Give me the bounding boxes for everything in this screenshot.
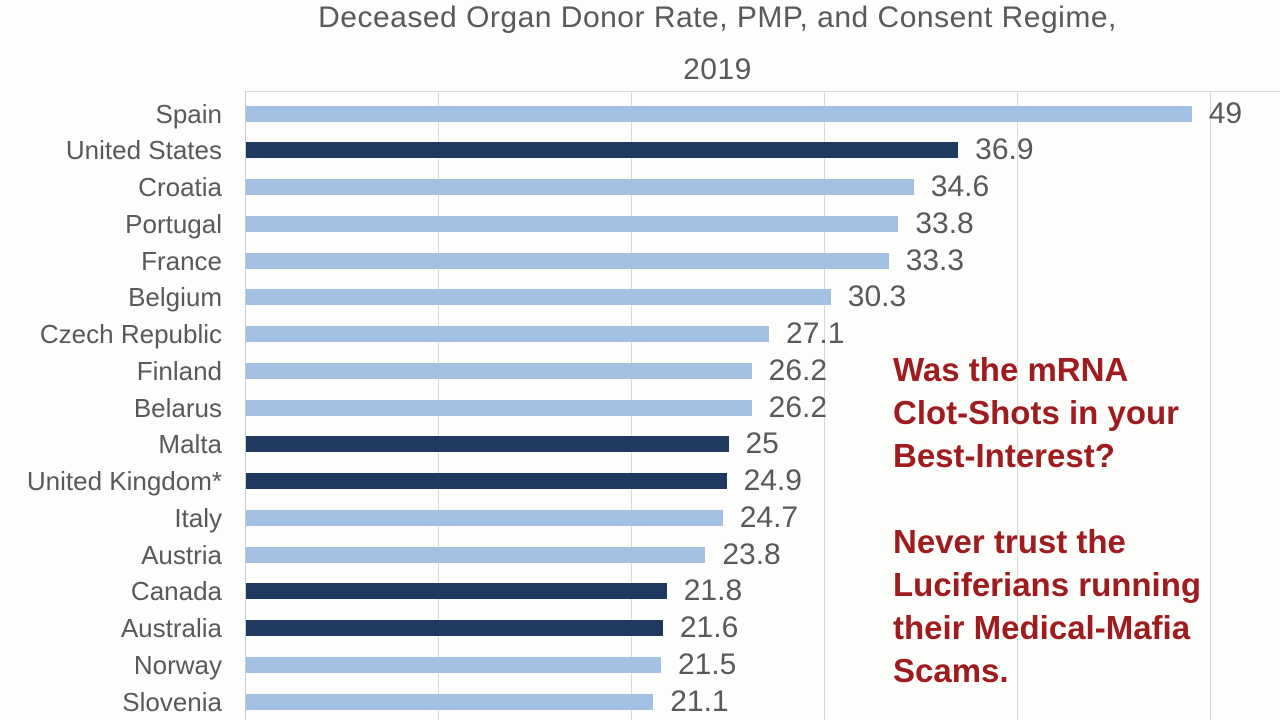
category-label: Belarus [133, 392, 222, 423]
bar [246, 399, 752, 416]
category-label: United Kingdom* [26, 466, 222, 496]
y-axis-line [245, 91, 246, 720]
annotation-line: Luciferians running [893, 566, 1202, 603]
value-label: 49 [1208, 96, 1243, 130]
bar [246, 252, 889, 269]
bar [246, 105, 1192, 122]
chart-title-line2: 2019 [683, 53, 752, 86]
category-label: Spain [155, 98, 223, 129]
bar [246, 362, 752, 379]
bar [246, 693, 654, 710]
category-label: Norway [133, 649, 222, 680]
category-label: Italy [174, 502, 222, 533]
gridline-x-30 [824, 91, 825, 720]
bar [246, 326, 770, 342]
gridline-x-50 [1210, 91, 1211, 720]
gridline-x-40 [1017, 91, 1018, 720]
value-label: 34.6 [930, 170, 990, 203]
category-label: Australia [120, 613, 222, 643]
chart-title: Deceased Organ Donor Rate, PMP, and Cons… [155, 0, 1280, 96]
category-label: Austria [141, 539, 222, 570]
bar [246, 546, 706, 563]
annotation-block-2: Never trust the Luciferians running their … [893, 520, 1280, 692]
value-label: 30.3 [847, 280, 907, 314]
annotation-line: Never trust the [893, 523, 1126, 560]
annotation-line: Scams. [893, 652, 1009, 689]
bar [246, 509, 723, 526]
value-label: 33.3 [905, 243, 965, 277]
bar [246, 142, 959, 159]
value-label: 21.6 [679, 611, 739, 644]
annotation-line: Was the mRNA [893, 351, 1129, 388]
bar [246, 436, 729, 453]
bar [246, 473, 727, 489]
bar [246, 289, 831, 306]
category-label: Finland [136, 355, 222, 386]
value-label: 24.7 [739, 500, 799, 534]
annotation-block-1: Was the mRNA Clot-Shots in your Best-Inter… [893, 348, 1280, 477]
category-label: Czech Republic [39, 319, 222, 349]
category-label: United States [65, 135, 222, 166]
value-label: 21.8 [683, 574, 743, 608]
value-label: 26.2 [768, 390, 828, 424]
plot-area-top-border [245, 91, 1280, 92]
category-label: Croatia [138, 172, 222, 202]
value-label: 26.2 [768, 353, 828, 387]
value-label: 25 [745, 427, 779, 461]
chart-title-line1: Deceased Organ Donor Rate, PMP, and Cons… [318, 1, 1117, 34]
bar [246, 583, 667, 600]
bar [246, 179, 914, 195]
value-label: 36.9 [975, 133, 1034, 167]
annotation-line: their Medical-Mafia [893, 609, 1191, 646]
annotation-line: Best-Interest? [893, 437, 1115, 474]
category-label: Canada [130, 576, 222, 607]
category-label: France [141, 245, 222, 276]
value-label: 23.8 [722, 537, 781, 571]
bar [246, 656, 661, 673]
category-label: Slovenia [122, 686, 222, 717]
value-label: 21.5 [677, 647, 737, 681]
category-label: Portugal [125, 208, 222, 239]
bar [246, 620, 663, 636]
value-label: 33.8 [915, 206, 974, 240]
value-label: 24.9 [743, 464, 802, 497]
bar [246, 215, 899, 232]
annotation-line: Clot-Shots in your [893, 394, 1179, 431]
category-label: Belgium [128, 282, 222, 313]
category-label: Malta [158, 429, 222, 460]
value-label: 21.1 [670, 684, 729, 718]
value-label: 27.1 [786, 317, 845, 350]
